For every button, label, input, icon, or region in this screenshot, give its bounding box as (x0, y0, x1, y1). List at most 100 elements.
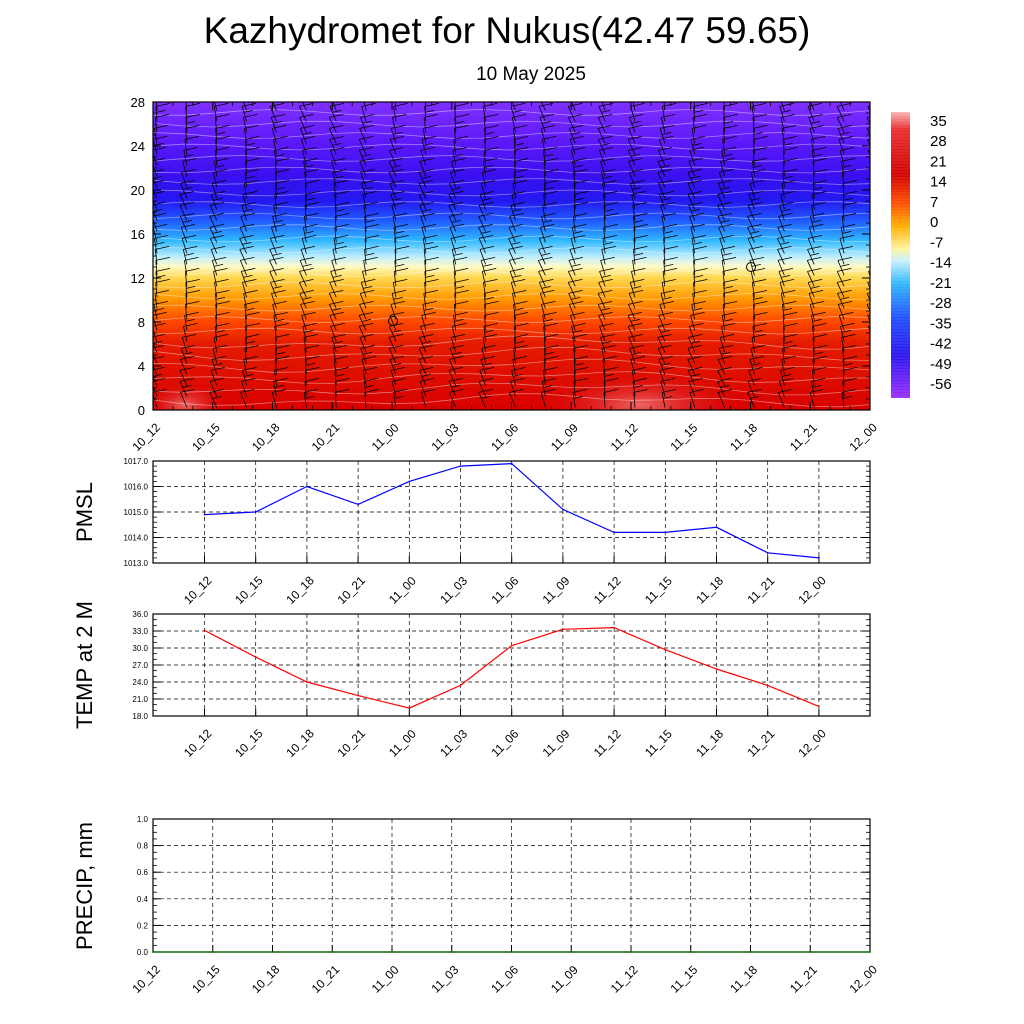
wind-barb-flag (664, 264, 674, 267)
wind-barb-shaft (568, 293, 576, 309)
wind-barb-flag (274, 220, 284, 223)
wind-barb-shaft (752, 326, 755, 342)
chart-date: 10 May 2025 (476, 64, 586, 85)
wind-barb-shaft (209, 392, 218, 408)
wind-barb-flag (871, 180, 885, 183)
wind-barb-flag (156, 110, 166, 113)
precip-panel: 0.00.20.40.60.81.010_12 10_15 10_18 10_21 11… (72, 815, 880, 996)
wind-barb-flag (542, 136, 557, 140)
wind-barb-shaft (449, 227, 457, 243)
wind-barb-flag (156, 275, 166, 278)
wind-barb-flag (541, 253, 551, 256)
wind-barb-shaft (812, 337, 815, 353)
wind-barb-shaft (514, 326, 516, 342)
wind-barb-shaft (631, 194, 636, 210)
colorbar-label: -28 (930, 295, 952, 312)
wind-barb-shaft (394, 102, 397, 111)
wind-barb-flag (812, 158, 827, 162)
colorbar-bands (891, 111, 910, 398)
wind-barb-flag (693, 257, 708, 261)
isoline (153, 132, 870, 139)
wind-barb-shaft (418, 370, 427, 386)
wind-barb-flag (842, 165, 852, 168)
wind-barb-flag (840, 297, 850, 300)
wind-barb-flag (153, 367, 165, 371)
wind-barb-shaft (241, 106, 248, 122)
wind-barb-shaft (241, 205, 248, 221)
wind-barb-shaft (687, 194, 696, 210)
wind-barb-shaft (658, 183, 666, 199)
wind-barb-flag (544, 334, 559, 338)
wind-barb-shaft (603, 381, 606, 397)
colorbar-label: -35 (930, 315, 952, 332)
colorbar-label: -49 (930, 356, 952, 373)
wind-barb-flag (154, 235, 169, 239)
wind-barb-shaft (271, 392, 277, 408)
wind-barb-flag (304, 165, 314, 168)
wind-barb-flag (658, 323, 673, 327)
wind-barb-flag (633, 385, 643, 388)
wind-barb-shaft (836, 106, 845, 122)
wind-barb-shaft (274, 161, 277, 177)
wind-barb-shaft (153, 165, 158, 177)
wind-barb-shaft (184, 315, 188, 331)
series-point (690, 951, 692, 953)
x-tick-label: 10_15 (232, 573, 266, 607)
wind-barb-flag (722, 253, 732, 256)
wind-barb-shaft (418, 194, 427, 210)
wind-barb-flag (813, 352, 823, 355)
wind-barb-shaft (543, 348, 546, 364)
wind-barb-shaft (631, 370, 636, 386)
wind-barb-flag (302, 132, 312, 135)
wind-barb-shaft (299, 106, 307, 122)
wind-barb-flag (449, 356, 464, 360)
wind-barb-shaft (812, 194, 815, 210)
wind-barb-shaft (657, 172, 666, 188)
wind-barb-shaft (179, 359, 188, 375)
wind-barb-flag (185, 268, 200, 272)
wind-barb-flag (659, 191, 674, 195)
wind-barb-shaft (778, 271, 785, 287)
x-tick-label: 11_03 (428, 963, 461, 996)
series-point (869, 951, 871, 953)
wind-barb-shaft (330, 271, 337, 287)
wind-barb-shaft (480, 183, 487, 199)
wind-barb-shaft (334, 205, 337, 221)
wind-barb-flag (661, 114, 676, 118)
wind-barb-shaft (329, 315, 337, 331)
isoline (153, 358, 870, 373)
wind-barb-shaft (510, 205, 516, 221)
wind-barb-flag (305, 198, 315, 201)
wind-barb-shaft (872, 194, 874, 209)
wind-barb-shaft (239, 238, 247, 254)
wind-barb-flag (629, 169, 644, 173)
series-point (818, 557, 820, 559)
wind-barb-shaft (153, 152, 158, 166)
series-point (715, 526, 718, 529)
wind-barb-shaft (752, 128, 755, 144)
wind-barb-flag (300, 92, 314, 95)
wind-barb-flag (211, 246, 226, 250)
wind-barb-shaft (568, 260, 576, 276)
series-point (818, 705, 820, 708)
wind-barb-shaft (185, 106, 188, 122)
wind-barb-shaft (183, 326, 188, 342)
wind-barb-flag (484, 132, 495, 135)
wind-barb-shaft (244, 172, 248, 188)
wind-barb-flag (333, 180, 348, 184)
wind-barb-shaft (753, 139, 755, 155)
wind-barb-flag (421, 389, 436, 393)
wind-barb-flag (392, 114, 407, 118)
wind-barb-flag (568, 257, 584, 261)
wind-barb-shaft (388, 172, 397, 188)
wind-barb-shaft (602, 238, 606, 254)
wind-barb-flag (633, 246, 648, 250)
wind-barb-flag (329, 312, 344, 316)
wind-barb-shaft (391, 205, 397, 221)
wind-barb-flag (299, 290, 314, 294)
wind-barb-flag (662, 297, 672, 300)
wind-barb-flag (275, 180, 290, 184)
wind-barb-shaft (242, 282, 248, 298)
wind-barb-flag (329, 290, 344, 294)
